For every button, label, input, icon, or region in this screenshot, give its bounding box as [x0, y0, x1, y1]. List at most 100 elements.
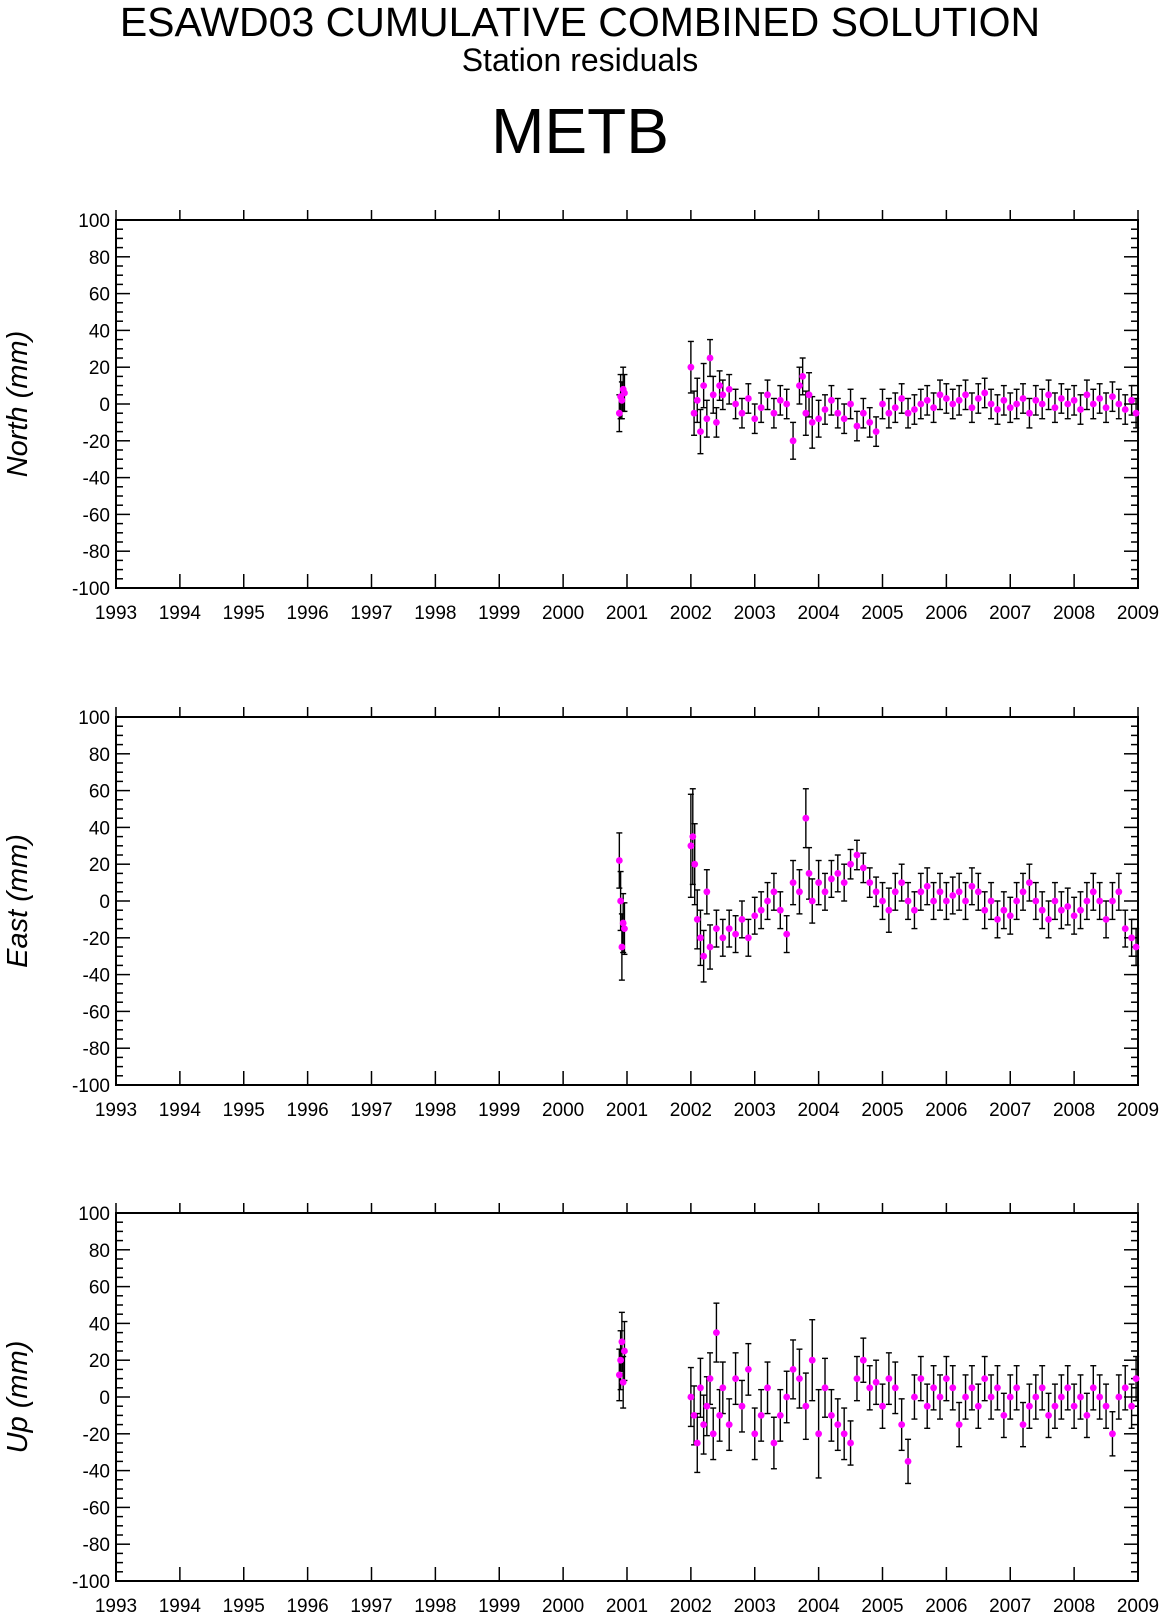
x-tick-label: 2001 — [606, 603, 648, 624]
y-tick-label: 60 — [89, 1278, 110, 1299]
x-tick-label: 2007 — [989, 603, 1031, 624]
x-tick-label: 2006 — [925, 603, 967, 624]
data-point — [821, 888, 829, 896]
y-axis-label: North (mm) — [2, 331, 34, 478]
data-point — [911, 1393, 918, 1401]
data-point — [834, 870, 842, 877]
data-point — [783, 930, 791, 938]
data-point — [866, 1384, 874, 1392]
data-point — [1102, 404, 1110, 412]
data-point — [1019, 888, 1027, 896]
data-point — [719, 1384, 727, 1392]
data-point — [1083, 391, 1091, 399]
data-point — [942, 395, 950, 402]
data-point — [744, 395, 752, 402]
data-point — [703, 888, 711, 896]
data-point — [802, 814, 810, 822]
data-point — [687, 363, 695, 371]
data-point — [1132, 409, 1140, 417]
x-tick-label: 1996 — [286, 1100, 328, 1121]
data-point — [1064, 400, 1072, 408]
data-point — [796, 382, 803, 389]
y-tick-label: -100 — [72, 1076, 110, 1097]
x-tick-label: 1995 — [223, 603, 265, 624]
y-tick-label: -100 — [72, 1572, 110, 1593]
data-point — [789, 437, 797, 445]
data-point — [700, 952, 708, 960]
data-point — [1115, 1393, 1123, 1401]
data-point — [840, 415, 848, 423]
data-point — [690, 409, 698, 417]
data-point — [618, 396, 626, 404]
x-tick-label: 1994 — [159, 603, 202, 624]
data-point — [796, 888, 803, 896]
data-point — [732, 400, 739, 408]
data-point — [994, 916, 1001, 923]
data-point — [776, 1412, 784, 1419]
data-point — [917, 1375, 925, 1382]
data-point — [713, 419, 720, 426]
y-tick-label: 20 — [89, 855, 110, 876]
data-point — [955, 1421, 963, 1428]
data-point — [1083, 1412, 1091, 1419]
x-tick-label: 1998 — [414, 1596, 456, 1617]
data-point — [757, 404, 765, 412]
data-point — [1013, 1384, 1021, 1392]
y-tick-label: -80 — [83, 542, 110, 563]
data-point — [1006, 1393, 1014, 1401]
y-tick-label: 0 — [99, 892, 110, 913]
data-point — [1064, 1384, 1072, 1392]
x-tick-label: 2007 — [989, 1596, 1031, 1617]
data-point — [955, 396, 963, 404]
data-point — [789, 1366, 797, 1373]
y-tick-label: 100 — [78, 211, 110, 232]
data-point — [1000, 906, 1008, 914]
data-point — [859, 409, 867, 417]
data-point — [815, 1430, 823, 1438]
data-point — [942, 897, 950, 905]
data-point — [930, 1384, 937, 1392]
x-tick-label: 1997 — [350, 1100, 392, 1121]
data-point — [1132, 943, 1140, 951]
x-tick-label: 2008 — [1053, 1596, 1095, 1617]
x-tick-label: 2008 — [1053, 1100, 1095, 1121]
data-point — [917, 400, 925, 408]
data-point — [1051, 1402, 1059, 1410]
data-point — [930, 404, 937, 412]
data-point — [751, 1430, 759, 1438]
data-point — [703, 415, 711, 423]
data-point — [725, 925, 733, 932]
data-point — [618, 1338, 626, 1346]
data-point — [987, 1393, 995, 1401]
data-point — [757, 906, 765, 914]
data-point — [879, 1402, 886, 1410]
data-point — [911, 906, 918, 914]
data-point — [770, 1439, 778, 1447]
data-point — [879, 400, 886, 408]
data-series — [615, 1302, 1140, 1485]
data-point — [872, 888, 880, 896]
data-point — [691, 860, 699, 868]
data-point — [751, 912, 759, 920]
data-point — [936, 1393, 944, 1401]
data-point — [936, 391, 944, 399]
data-point — [815, 415, 823, 423]
data-point — [808, 897, 816, 905]
y-tick-label: 20 — [89, 358, 110, 379]
data-point — [744, 934, 752, 942]
x-tick-label: 2007 — [989, 1100, 1031, 1121]
data-point — [1109, 1430, 1116, 1438]
data-point — [847, 1439, 854, 1447]
data-point — [885, 1375, 893, 1382]
data-point — [738, 409, 746, 417]
x-tick-label: 1996 — [286, 603, 328, 624]
x-tick-label: 2002 — [670, 603, 712, 624]
x-tick-label: 2003 — [734, 1100, 776, 1121]
data-point — [1000, 396, 1008, 404]
data-point — [859, 1356, 867, 1364]
data-point — [1102, 1402, 1110, 1410]
data-point — [974, 888, 982, 896]
x-tick-label: 1999 — [478, 603, 520, 624]
data-point — [1006, 404, 1014, 412]
x-tick-label: 2004 — [797, 603, 840, 624]
